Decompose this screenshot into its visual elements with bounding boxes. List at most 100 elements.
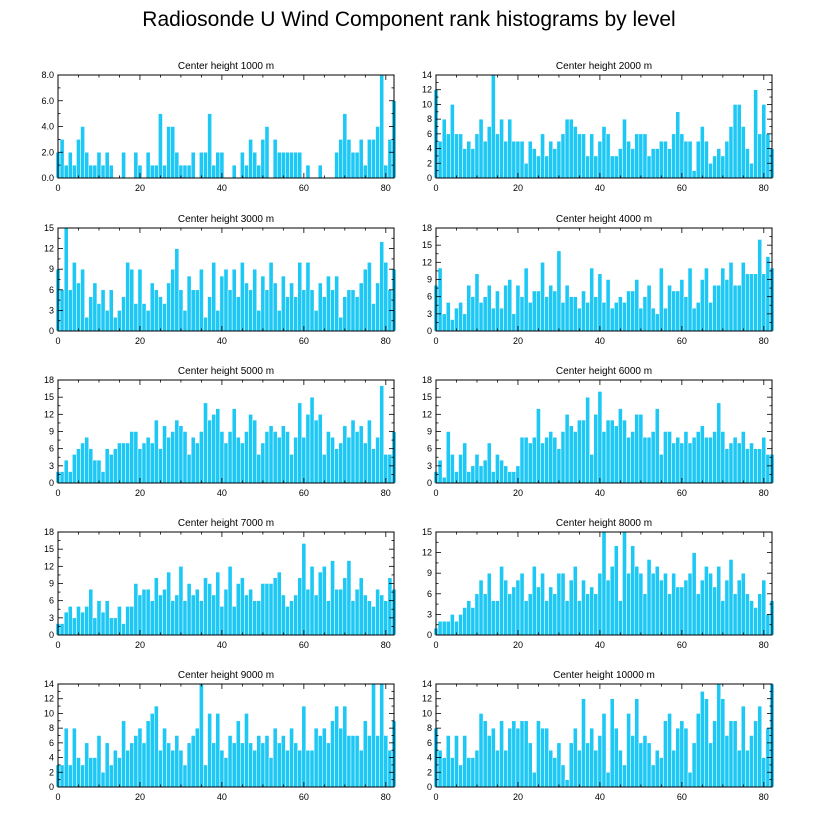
histogram-bar [564,414,570,484]
histogram-bar [499,459,504,484]
histogram-bar [634,279,640,332]
histogram-bar [367,735,372,788]
histogram-bar [495,133,500,179]
histogram-bar [450,104,455,179]
histogram-bar [285,606,290,636]
histogram-bar [470,607,476,636]
histogram-bar [63,611,69,636]
histogram-bar [379,683,385,788]
histogram-bar [437,749,443,788]
histogram-bar [536,720,541,788]
histogram-bar [371,606,376,636]
histogram-bar [638,414,644,484]
y-tick-label: 12 [44,409,54,419]
histogram-bar [716,148,722,179]
x-tick-label: 60 [299,183,309,193]
histogram-bar [663,572,668,636]
x-tick-label: 20 [513,183,523,193]
histogram-bar [297,749,303,788]
histogram-bar [728,126,734,179]
histogram-bar [174,419,180,484]
histogram-bar [248,414,253,484]
histogram-bar [589,586,595,636]
histogram-bar [515,579,521,636]
histogram-bar [133,583,139,636]
histogram-bar [248,289,253,332]
histogram-bar [700,425,705,484]
histogram-bar [515,727,521,788]
histogram-bar [350,152,356,179]
histogram-bar [552,757,558,788]
histogram-bar [577,307,582,332]
histogram-bar [724,735,730,788]
histogram-bar [654,148,660,179]
y-tick-label: 0 [49,630,54,640]
histogram-bar [503,465,508,484]
histogram-bar [605,133,611,179]
histogram-bar [227,431,233,484]
histogram-bar [244,431,249,484]
histogram-bar [544,296,549,332]
histogram-bar [724,279,730,332]
histogram-panel: Center height 2000 m 0 20 40 60 80 0 2 4 6 8 10 12 14 [422,61,775,193]
histogram-bar [622,764,627,788]
histogram-bar [96,600,102,636]
histogram-bar [219,749,225,788]
histogram-bar [113,749,118,788]
x-tick-label: 80 [759,488,769,498]
histogram-bar [313,727,319,788]
histogram-bar [186,742,192,788]
histogram-bar [532,566,537,636]
histogram-bar [203,152,208,179]
histogram-bar [338,727,344,788]
panel-title: Center height 4000 m [556,214,652,225]
histogram-bar [67,152,73,179]
histogram-bar [281,152,286,179]
histogram-bar [716,284,722,332]
histogram-bar [121,720,126,788]
histogram-bar [276,571,282,636]
histogram-bar [113,317,118,332]
histogram-bar [199,152,204,179]
histogram-bar [174,152,180,179]
histogram-bar [675,436,681,484]
histogram-bar [272,282,278,332]
histogram-bar [585,742,590,788]
histogram-bar [736,104,742,179]
histogram-bar [634,133,640,179]
histogram-bar [289,454,294,484]
histogram-bar [289,727,294,788]
histogram-bar [317,164,323,179]
histogram-bar [445,431,451,484]
histogram-bar [736,284,742,332]
histogram-bar [240,442,245,484]
y-tick-label: 6 [427,738,432,748]
y-tick-label: 12 [422,85,432,95]
histogram-bar [264,431,270,484]
histogram-bar [354,431,360,484]
histogram-bar [211,164,217,179]
histogram-bar [264,583,270,636]
histogram-bar [346,289,352,332]
histogram-bar [663,720,668,788]
histogram-bar [544,155,549,179]
histogram-bar [753,720,758,788]
histogram-bar [281,594,286,636]
histogram-bar [650,431,656,484]
histogram-bar [732,104,738,179]
histogram-bar [158,448,163,484]
histogram-bar [244,594,249,636]
histogram-bar [190,152,196,179]
histogram-bar [326,742,331,788]
histogram-bar [478,118,484,179]
histogram-bar [162,727,167,788]
y-tick-label: 12 [422,694,432,704]
y-tick-label: 12 [422,409,432,419]
histogram-bar [527,742,533,788]
histogram-bar [757,133,763,179]
histogram-panel: Center height 9000 m 0 20 40 60 80 0 2 4 6 8 10 12 14 [44,670,397,802]
histogram-bar [720,698,726,788]
histogram-bar [749,735,754,788]
histogram-bar [272,431,278,484]
y-tick-label: 15 [44,392,54,402]
